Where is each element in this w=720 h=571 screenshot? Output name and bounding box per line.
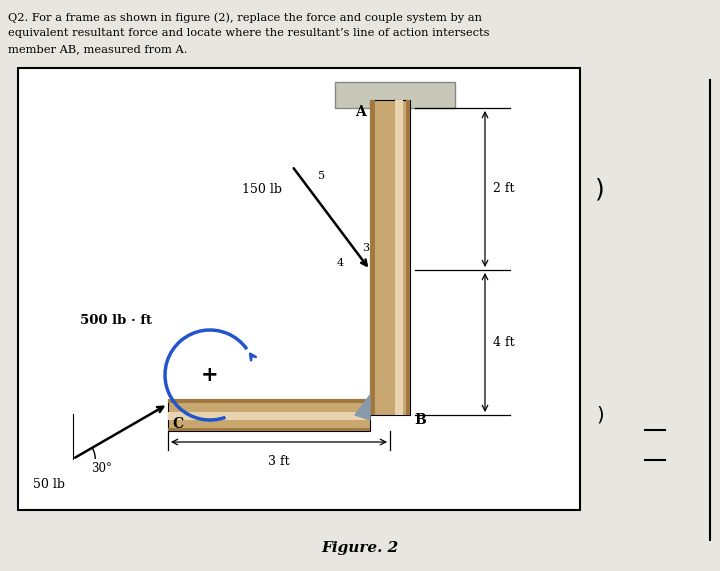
Bar — [168, 399, 370, 403]
Bar — [18, 68, 580, 510]
Text: equivalent resultant force and locate where the resultant’s line of action inter: equivalent resultant force and locate wh… — [8, 28, 490, 38]
Text: +: + — [201, 365, 219, 385]
Text: A: A — [355, 105, 366, 119]
Bar — [395, 100, 403, 415]
Text: Q2. For a frame as shown in figure (2), replace the force and couple system by a: Q2. For a frame as shown in figure (2), … — [8, 12, 482, 23]
Text: 50 lb: 50 lb — [32, 477, 65, 490]
Text: B: B — [414, 413, 426, 427]
Text: C: C — [172, 417, 183, 431]
Bar — [335, 82, 455, 108]
Text: 150 lb: 150 lb — [242, 183, 282, 196]
Text: 2 ft: 2 ft — [493, 183, 515, 195]
Bar — [406, 100, 410, 415]
Text: ): ) — [596, 405, 604, 424]
Bar — [168, 399, 370, 431]
Polygon shape — [355, 395, 370, 420]
Text: 4: 4 — [336, 258, 343, 268]
Text: member AB, measured from A.: member AB, measured from A. — [8, 44, 187, 54]
Text: ): ) — [595, 178, 605, 202]
Text: 3: 3 — [362, 243, 369, 253]
Text: Figure. 2: Figure. 2 — [321, 541, 399, 555]
Bar — [168, 412, 370, 420]
Bar — [370, 100, 375, 415]
Text: 4 ft: 4 ft — [493, 336, 515, 348]
Text: 500 lb · ft: 500 lb · ft — [80, 313, 152, 327]
Bar — [370, 100, 410, 415]
Text: 30°: 30° — [91, 462, 112, 475]
Bar — [168, 428, 370, 431]
Text: 5: 5 — [318, 171, 325, 181]
Text: 3 ft: 3 ft — [268, 455, 290, 468]
